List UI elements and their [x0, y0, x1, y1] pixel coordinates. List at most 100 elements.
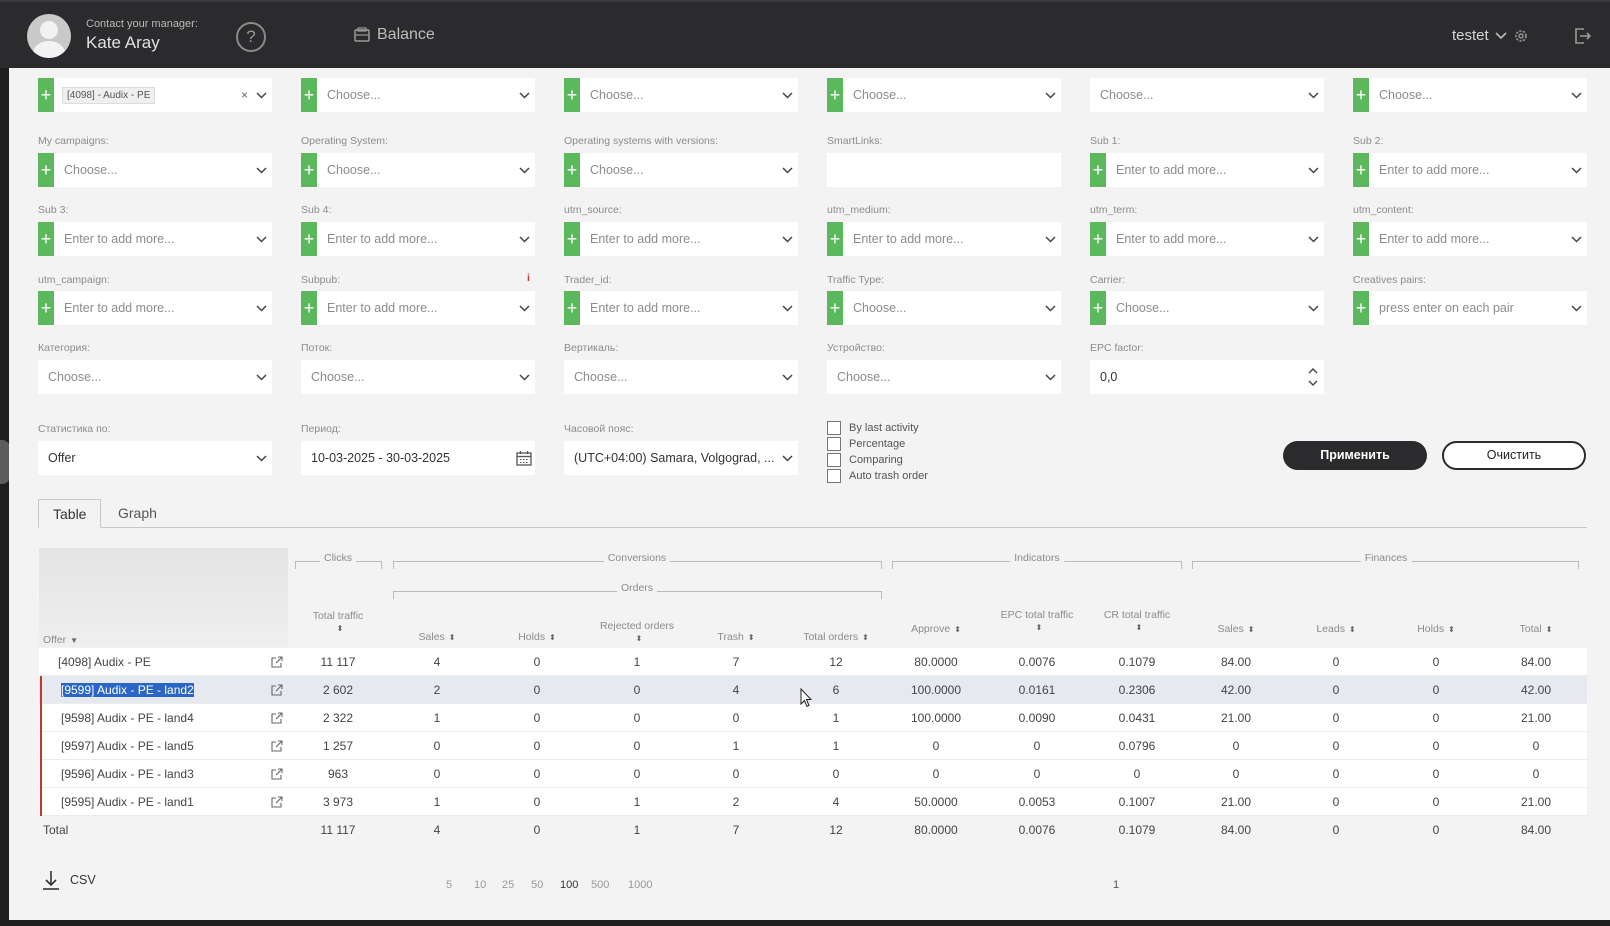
filter-input[interactable]: Choose...	[301, 360, 535, 394]
add-icon[interactable]: +	[827, 78, 843, 112]
add-icon[interactable]: +	[38, 153, 54, 187]
epc-factor-input[interactable]: 0,0	[1090, 360, 1324, 394]
offer-name[interactable]: [9597] Audix - PE - land5	[61, 739, 194, 753]
add-icon[interactable]: +	[38, 222, 54, 256]
filter-input[interactable]: Choose...	[564, 360, 798, 394]
page-size-option[interactable]: 25	[502, 879, 515, 891]
external-link-icon[interactable]	[271, 656, 283, 668]
add-icon[interactable]: +	[1353, 153, 1369, 187]
filter-input[interactable]: + Choose...	[827, 291, 1061, 325]
add-icon[interactable]: +	[301, 222, 317, 256]
filter-row0-4[interactable]: Choose...	[1090, 78, 1324, 112]
add-icon[interactable]: +	[1090, 291, 1106, 325]
logout-icon[interactable]	[1572, 26, 1592, 46]
info-icon[interactable]: i	[527, 272, 530, 284]
add-icon[interactable]: +	[301, 291, 317, 325]
table-row[interactable]: [4098] Audix - PE 11 117 4 0 1 7 12 80.0000 0.00…	[39, 648, 1587, 676]
offer-filter[interactable]: + [4098] - Audix - PE ×	[38, 78, 272, 112]
filter-input[interactable]	[827, 153, 1061, 187]
add-icon[interactable]: +	[1353, 222, 1369, 256]
offer-name[interactable]: [9598] Audix - PE - land4	[61, 711, 194, 725]
add-icon[interactable]: +	[38, 291, 54, 325]
filter-row0-5[interactable]: + Choose...	[1353, 78, 1587, 112]
add-icon[interactable]: +	[564, 222, 580, 256]
tab-table[interactable]: Table	[38, 499, 102, 528]
filter-row0-3[interactable]: + Choose...	[827, 78, 1061, 112]
chip-remove-icon[interactable]: ×	[240, 88, 248, 102]
add-icon[interactable]: +	[301, 153, 317, 187]
filter-input[interactable]: + Choose...	[1090, 291, 1324, 325]
add-icon[interactable]: +	[564, 78, 580, 112]
filter-input[interactable]: + Enter to add more...	[301, 222, 535, 256]
offer-name[interactable]: [4098] Audix - PE	[58, 655, 151, 669]
calendar-icon[interactable]	[513, 450, 535, 466]
checkbox[interactable]	[827, 437, 841, 451]
checkbox-comparing[interactable]: Comparing	[827, 453, 903, 467]
checkbox[interactable]	[827, 421, 841, 435]
add-icon[interactable]: +	[38, 78, 54, 112]
help-icon[interactable]: ?	[236, 22, 266, 52]
user-menu[interactable]: testet	[1452, 27, 1529, 44]
table-row[interactable]: [9597] Audix - PE - land5 1 257 0 0 0 1 1 0 0 0.0…	[39, 732, 1587, 760]
page-number[interactable]: 1	[1113, 879, 1120, 891]
filter-input[interactable]: + Enter to add more...	[1353, 222, 1587, 256]
checkbox-by-last-activity[interactable]: By last activity	[827, 421, 919, 435]
external-link-icon[interactable]	[271, 712, 283, 724]
column-header-fin-sales[interactable]: Sales ⬍	[1218, 623, 1255, 635]
page-size-option[interactable]: 500	[591, 879, 610, 891]
column-header-sales[interactable]: Sales ⬍	[419, 631, 456, 643]
column-header-rejected[interactable]: Rejected orders ⬍	[600, 620, 674, 644]
filter-input[interactable]: + Enter to add more...	[1090, 153, 1324, 187]
filter-input[interactable]: + Enter to add more...	[564, 222, 798, 256]
column-header-total[interactable]: Total ⬍	[1520, 623, 1553, 635]
filter-input[interactable]: + Enter to add more...	[38, 222, 272, 256]
add-icon[interactable]: +	[1353, 78, 1369, 112]
balance-link[interactable]: Balance	[353, 26, 435, 44]
page-size-option[interactable]: 5	[446, 879, 453, 891]
external-link-icon[interactable]	[271, 768, 283, 780]
filter-input[interactable]: + Choose...	[564, 153, 798, 187]
checkbox[interactable]	[827, 453, 841, 467]
add-icon[interactable]: +	[301, 78, 317, 112]
filter-input[interactable]: Choose...	[38, 360, 272, 394]
table-row[interactable]: [9599] Audix - PE - land2 2 602 2 0 0 4 6 100.0…	[39, 676, 1587, 704]
checkbox-percentage[interactable]: Percentage	[827, 437, 905, 451]
csv-export-button[interactable]: CSV	[42, 870, 96, 890]
gear-icon[interactable]	[1513, 28, 1529, 44]
external-link-icon[interactable]	[271, 740, 283, 752]
column-header-trash[interactable]: Trash ⬍	[717, 631, 754, 643]
add-icon[interactable]: +	[1090, 153, 1106, 187]
external-link-icon[interactable]	[271, 796, 283, 808]
filter-input[interactable]: + Enter to add more...	[827, 222, 1061, 256]
column-header-epc[interactable]: EPC total traffic ⬍	[1001, 609, 1074, 633]
stats-by-select[interactable]: Offer	[38, 441, 272, 475]
column-header-approve[interactable]: Approve ⬍	[911, 623, 961, 635]
period-input[interactable]: 10-03-2025 - 30-03-2025	[301, 441, 535, 475]
filter-input[interactable]: + Enter to add more...	[564, 291, 798, 325]
page-size-option[interactable]: 10	[474, 879, 487, 891]
offer-name[interactable]: [9596] Audix - PE - land3	[61, 767, 194, 781]
filter-row0-1[interactable]: + Choose...	[301, 78, 535, 112]
add-icon[interactable]: +	[827, 222, 843, 256]
column-header-total-orders[interactable]: Total orders ⬍	[803, 631, 869, 643]
filter-input[interactable]: + press enter on each pair	[1353, 291, 1587, 325]
page-size-option[interactable]: 50	[531, 879, 544, 891]
clear-button[interactable]: Очистить	[1442, 441, 1586, 470]
table-row[interactable]: [9598] Audix - PE - land4 2 322 1 0 0 0 1 100.0…	[39, 704, 1587, 732]
add-icon[interactable]: +	[1353, 291, 1369, 325]
column-header-holds[interactable]: Holds ⬍	[518, 631, 556, 643]
offer-header[interactable]: Offer ▼	[43, 634, 78, 646]
add-icon[interactable]: +	[564, 291, 580, 325]
add-icon[interactable]: +	[564, 153, 580, 187]
add-icon[interactable]: +	[1090, 222, 1106, 256]
column-header-leads[interactable]: Leads ⬍	[1316, 623, 1355, 635]
column-header-fin-holds[interactable]: Holds ⬍	[1417, 623, 1455, 635]
filter-input[interactable]: + Choose...	[301, 153, 535, 187]
external-link-icon[interactable]	[271, 684, 283, 696]
column-header-cr[interactable]: CR total traffic ⬍	[1104, 609, 1170, 633]
timezone-select[interactable]: (UTC+04:00) Samara, Volgograd, ...	[564, 441, 798, 475]
stepper-icon[interactable]	[1302, 366, 1324, 388]
filter-input[interactable]: + Enter to add more...	[38, 291, 272, 325]
column-header-total-traffic[interactable]: Total traffic ⬍	[313, 610, 364, 634]
filter-input[interactable]: + Enter to add more...	[1353, 153, 1587, 187]
